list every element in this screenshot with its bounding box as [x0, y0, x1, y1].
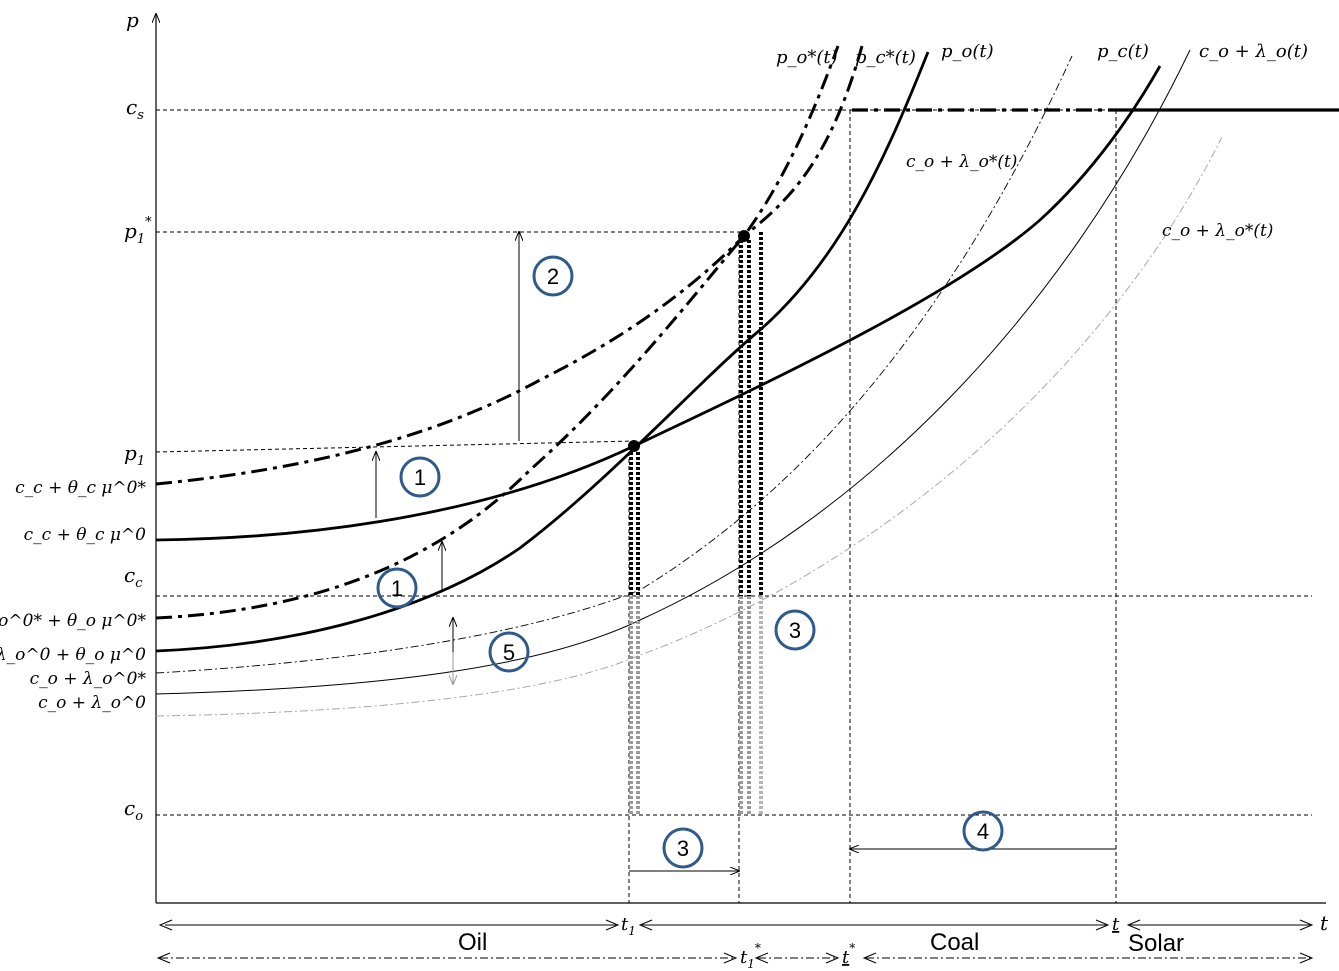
marker-3-bottom: 3 — [662, 827, 704, 869]
intersection-t1-dot — [628, 440, 640, 452]
regime-arrows — [156, 919, 1314, 964]
x-axis-label: t — [1320, 911, 1329, 935]
svg-text:1: 1 — [391, 576, 403, 601]
label-co-lambda: c_o + λ_o(t) — [1199, 41, 1308, 62]
marker-3-right: 3 — [774, 609, 816, 651]
p1-line — [155, 440, 635, 453]
regime-solar-label: Solar — [1128, 930, 1184, 957]
label-pc-star: p_c*(t) — [855, 47, 916, 68]
dotted-bars — [629, 232, 763, 815]
svg-text:5: 5 — [503, 640, 515, 665]
cc-label: cc — [124, 563, 143, 591]
svg-text:1: 1 — [414, 465, 426, 490]
tick-t1star: t1* — [740, 941, 761, 971]
marker-1-top: 1 — [399, 456, 441, 498]
curves — [155, 45, 1339, 717]
regime-labels: Oil Coal Solar — [458, 929, 1184, 957]
cs-label: cs — [126, 95, 144, 123]
label-co-lambda-star-upper: c_o + λ_o*(t) — [906, 152, 1017, 172]
marker-4: 4 — [962, 810, 1004, 852]
regime-oil-label: Oil — [458, 929, 487, 956]
side-label-cc-theta-mu0star: c_c + θ_c μ^0* — [15, 478, 146, 498]
curve-co-lambda-star-upper — [155, 55, 1073, 674]
side-label-co-lambda0star-theta: c_o + λ_o^0* + θ_o μ^0* — [0, 611, 146, 631]
side-label-co-lambda0: c_o + λ_o^0 — [38, 693, 146, 713]
tick-tbar-star: t* — [842, 941, 855, 968]
curve-pc-star — [155, 45, 864, 486]
svg-text:2: 2 — [547, 264, 559, 289]
curve-co-lambda-star-lower — [155, 136, 1223, 717]
y-axis-label: p — [126, 8, 139, 32]
label-co-lambda-star-lower: c_o + λ_o*(t) — [1162, 221, 1273, 241]
curve-pc — [155, 65, 1162, 542]
intersection-t1star-dot — [738, 230, 750, 242]
regime-coal-label: Coal — [930, 929, 979, 956]
label-pc: p_c(t) — [1097, 41, 1149, 62]
axes: p t — [126, 8, 1329, 935]
curve-po-star — [155, 45, 840, 620]
time-marks: t1 t1* t* t — [621, 914, 1120, 971]
p1star-label: p1* — [124, 215, 152, 247]
shift-arrows — [376, 232, 1116, 871]
svg-text:3: 3 — [677, 836, 689, 861]
curve-co-lambda — [155, 49, 1191, 695]
curve-po — [155, 51, 930, 653]
marker-2: 2 — [532, 255, 574, 297]
marker-1-bottom: 1 — [376, 567, 418, 609]
curve-labels: p_o*(t) p_c*(t) p_o(t) p_c(t) c_o + λ_o(… — [776, 41, 1308, 241]
tick-tbar: t — [1112, 914, 1120, 935]
label-po: p_o(t) — [941, 41, 994, 62]
marker-5: 5 — [488, 631, 530, 673]
tick-t1: t1 — [621, 914, 636, 938]
side-labels: c_c + θ_c μ^0* c_c + θ_c μ^0 c_o + λ_o^0… — [0, 478, 146, 713]
label-po-star: p_o*(t) — [776, 47, 838, 68]
markers: 1 2 1 3 5 3 4 — [376, 255, 1004, 869]
side-label-co-lambda0star: c_o + λ_o^0* — [30, 669, 147, 689]
p1-label: p1 — [124, 441, 145, 469]
svg-text:3: 3 — [789, 618, 801, 643]
svg-text:4: 4 — [977, 819, 989, 844]
side-label-cc-theta-mu0: c_c + θ_c μ^0 — [24, 525, 147, 545]
co-label: co — [124, 796, 143, 824]
y-level-labels: cs p1* p1 cc co — [124, 95, 152, 824]
side-label-co-lambda0-theta: c_o + λ_o^0 + θ_o μ^0 — [0, 645, 146, 665]
reference-lines — [155, 109, 1312, 903]
